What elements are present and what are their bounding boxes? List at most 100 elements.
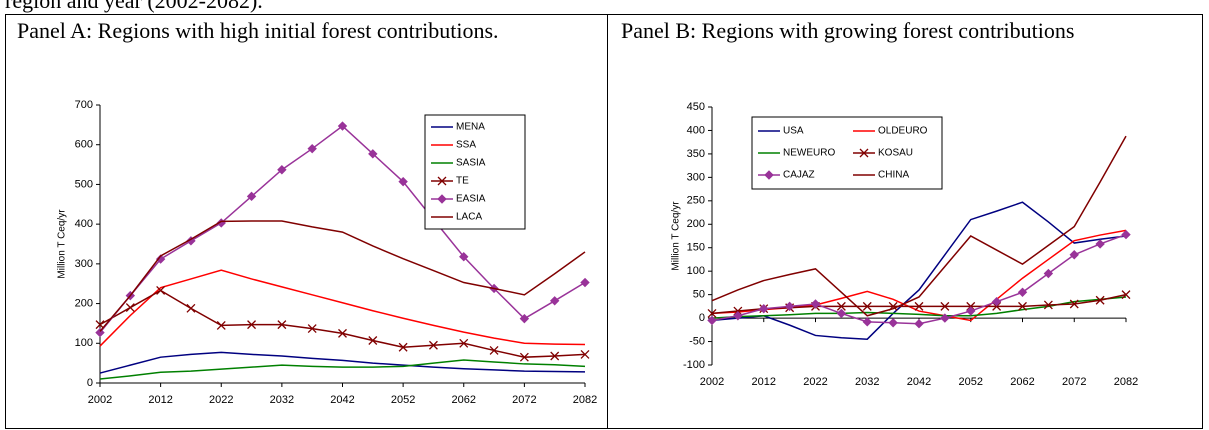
x-tick-label: 2012	[148, 394, 172, 406]
marker	[95, 327, 105, 338]
x-tick-label: 2052	[391, 394, 415, 406]
marker	[277, 165, 287, 175]
marker	[398, 176, 408, 187]
marker	[125, 303, 135, 313]
x-tick-label: 2082	[573, 394, 597, 406]
marker	[246, 191, 257, 202]
panel-title: Panel A: Regions with high initial fores…	[17, 18, 499, 43]
marker	[991, 296, 1002, 307]
x-tick-label: 2062	[452, 394, 476, 406]
y-tick-label: 300	[75, 258, 93, 270]
marker	[368, 149, 378, 159]
marker	[186, 303, 196, 313]
x-tick-label: 2032	[855, 376, 879, 388]
legend-label: TE	[456, 176, 469, 187]
legend-marker	[437, 194, 447, 204]
marker	[810, 299, 821, 309]
marker	[247, 320, 257, 330]
panel-title: Panel B: Regions with growing forest con…	[621, 18, 1075, 43]
y-tick-label: 0	[87, 377, 93, 389]
y-tick-label: 400	[75, 218, 93, 230]
series-line	[711, 135, 1127, 317]
marker	[186, 236, 196, 246]
marker	[1018, 301, 1027, 311]
marker	[784, 301, 795, 312]
marker	[707, 315, 717, 326]
cell-divider	[607, 14, 608, 429]
series-line	[99, 269, 586, 347]
y-tick-label: 0	[699, 312, 705, 324]
legend-label: NEWEURO	[783, 148, 835, 159]
marker	[1121, 290, 1131, 300]
legend-label: LACA	[456, 212, 482, 223]
y-tick-label: 50	[693, 289, 705, 301]
marker	[1043, 300, 1053, 310]
marker	[914, 319, 924, 329]
marker	[338, 328, 347, 338]
marker	[519, 313, 530, 324]
marker	[550, 351, 560, 361]
x-tick-label: 2072	[1062, 376, 1086, 388]
series-line	[99, 359, 586, 380]
marker	[733, 311, 743, 321]
marker	[489, 345, 499, 355]
marker	[940, 313, 950, 323]
legend-label: OLDEURO	[878, 126, 928, 137]
marker	[156, 286, 166, 295]
marker	[580, 349, 590, 359]
marker	[428, 340, 438, 350]
marker	[549, 296, 560, 306]
marker	[216, 320, 226, 330]
legend-label: USA	[783, 126, 804, 137]
y-tick-label: 600	[75, 139, 93, 151]
marker	[1069, 299, 1079, 309]
marker	[155, 254, 166, 264]
legend-label: KOSAU	[878, 148, 913, 159]
marker	[836, 308, 847, 319]
marker	[1095, 239, 1105, 249]
y-tick-label: 350	[687, 148, 705, 160]
legend-label: CAJAZ	[783, 170, 815, 181]
marker	[1017, 287, 1028, 297]
legend-label: SASIA	[456, 158, 486, 169]
x-tick-label: 2022	[209, 394, 233, 406]
y-tick-label: 100	[687, 265, 705, 277]
y-tick-label: 200	[687, 218, 705, 230]
marker	[1069, 250, 1079, 260]
marker	[1043, 268, 1054, 279]
x-tick-label: 2062	[1010, 376, 1034, 388]
legend-marker	[764, 170, 774, 180]
y-axis-label: Million T Ceq/yr	[57, 209, 68, 279]
x-tick-label: 2042	[907, 376, 931, 388]
y-axis-label: Million T Ceq/yr	[671, 201, 682, 271]
y-tick-label: -50	[689, 335, 705, 347]
marker	[398, 342, 408, 352]
marker	[707, 308, 717, 318]
x-tick-label: 2022	[803, 376, 827, 388]
marker	[966, 306, 976, 316]
y-tick-label: 400	[687, 124, 705, 136]
y-tick-label: 450	[687, 101, 705, 113]
legend-marker	[859, 148, 869, 158]
marker	[307, 324, 317, 334]
x-tick-label: 2042	[330, 394, 354, 406]
y-tick-label: -100	[683, 359, 705, 371]
y-tick-label: 100	[75, 337, 93, 349]
legend-box	[424, 114, 526, 230]
legend-box	[751, 116, 943, 190]
caption: region and year (2002-2082).	[5, 0, 263, 13]
table-frame	[5, 14, 1203, 429]
marker	[368, 336, 378, 345]
marker	[1095, 295, 1105, 305]
y-tick-label: 300	[687, 171, 705, 183]
legend-label: EASIA	[456, 194, 486, 205]
legend-marker	[437, 176, 447, 186]
marker	[307, 143, 317, 154]
x-tick-label: 2052	[959, 376, 983, 388]
x-tick-label: 2002	[700, 376, 724, 388]
marker	[862, 317, 872, 327]
x-tick-label: 2032	[270, 394, 294, 406]
marker	[836, 301, 846, 311]
marker	[459, 338, 469, 348]
